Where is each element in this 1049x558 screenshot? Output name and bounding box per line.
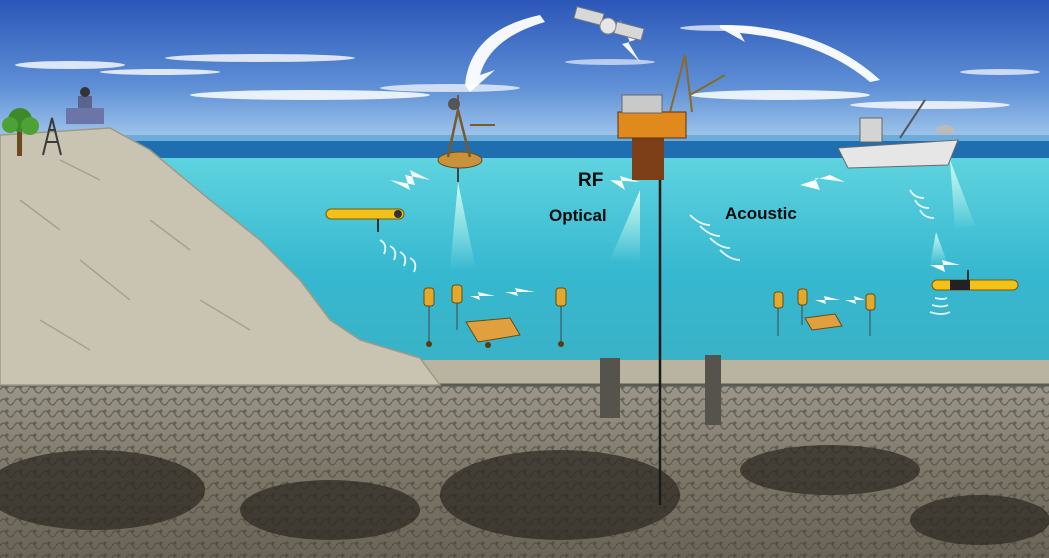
- borehole: [600, 358, 620, 418]
- satellite-icon: [573, 5, 645, 42]
- radio-links: [390, 15, 960, 272]
- optical-label: Optical: [549, 206, 607, 225]
- seabed-dark-patches: [0, 445, 1049, 545]
- ship-icon: [837, 99, 959, 169]
- tree-icon: [2, 108, 39, 156]
- ground-station-icon: [66, 87, 104, 124]
- subsea-station-icon: [465, 317, 521, 343]
- acoustic-label: Acoustic: [725, 204, 797, 223]
- subsea-station-icon: [804, 313, 843, 331]
- rf-label: RF: [578, 170, 604, 191]
- coastal-hill: [0, 127, 442, 386]
- oil-platform-icon: [617, 54, 726, 505]
- auv-icon: [931, 270, 1019, 291]
- acoustic-waves: [379, 189, 951, 315]
- node-links: [470, 288, 865, 304]
- auv-icon: [325, 208, 405, 232]
- antenna-tower-icon: [42, 117, 62, 156]
- optical-beams: [450, 160, 975, 270]
- sensor-node-icon: [773, 288, 876, 311]
- clouds: [15, 25, 1040, 109]
- buoy-icon: [437, 95, 495, 182]
- borehole: [705, 355, 721, 425]
